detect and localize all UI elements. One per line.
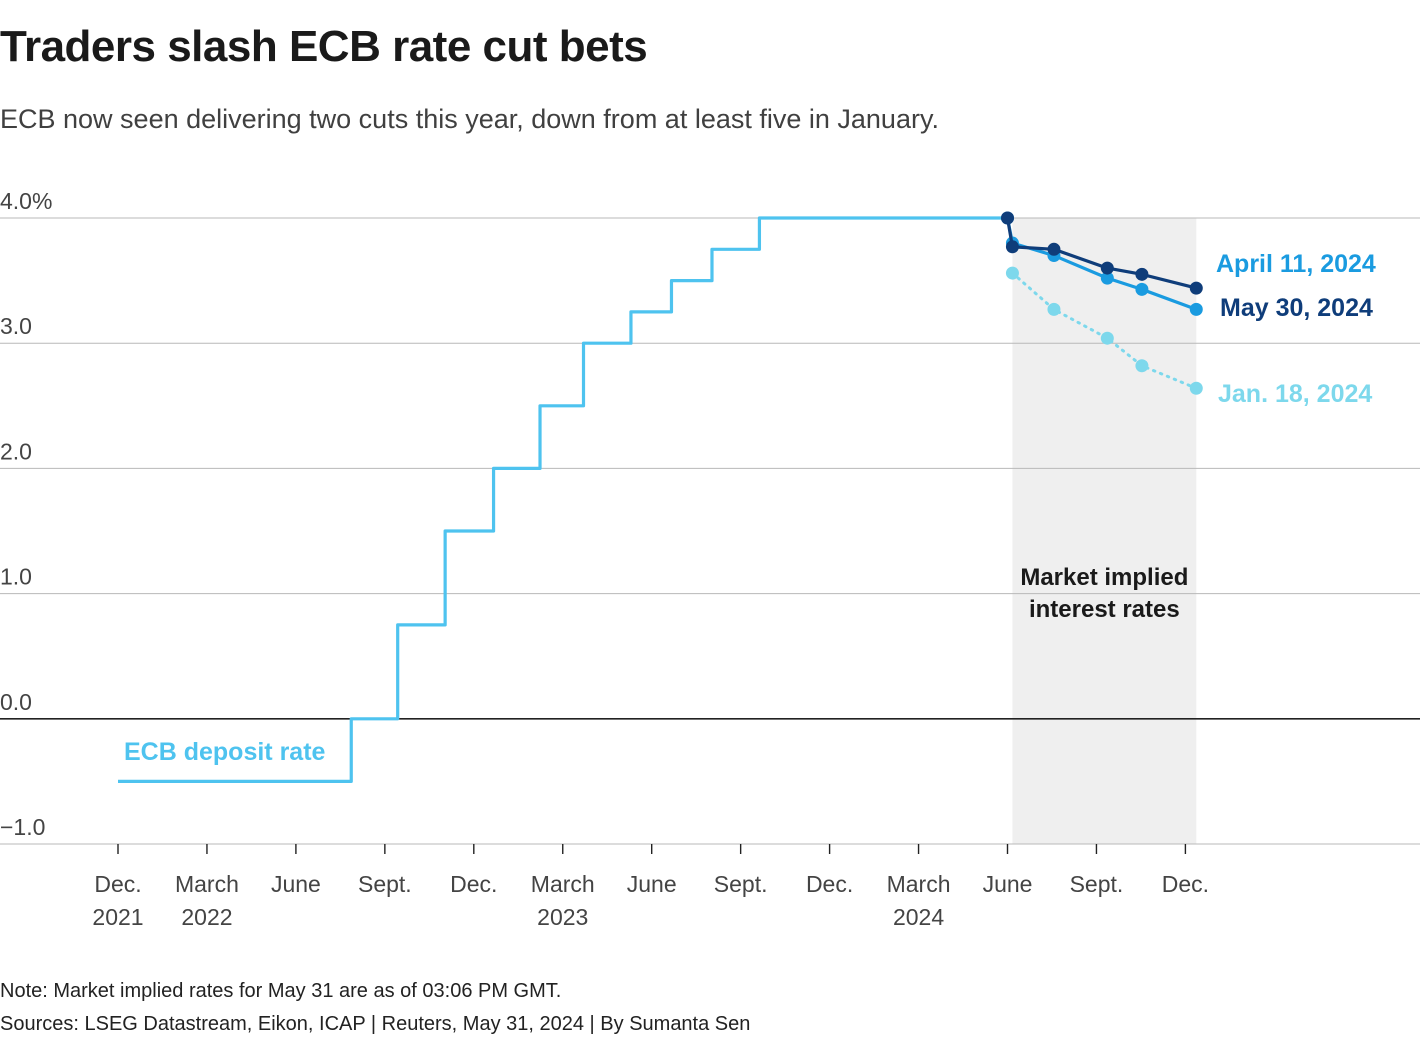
chart-subtitle: ECB now seen delivering two cuts this ye…	[0, 104, 939, 134]
y-tick-label: −1.0	[0, 814, 45, 840]
x-tick-label: Sept.	[1070, 871, 1124, 897]
shaded-region-label: interest rates	[1029, 596, 1180, 623]
y-tick-label: 1.0	[0, 564, 32, 590]
x-tick-label: March	[531, 871, 595, 897]
x-tick-label: June	[271, 871, 321, 897]
series-label-april-11-2024: April 11, 2024	[1216, 250, 1376, 278]
x-tick-label: June	[983, 871, 1033, 897]
series-line-jan-18-2024	[1010, 271, 1198, 390]
source-line: Sources: LSEG Datastream, Eikon, ICAP | …	[0, 1013, 751, 1035]
data-point-jan-18-2024	[1189, 381, 1203, 395]
series-label-may-30-2024: May 30, 2024	[1220, 294, 1373, 322]
x-tick-label: Dec.	[806, 871, 853, 897]
footnote: Note: Market implied rates for May 31 ar…	[0, 980, 562, 1002]
y-tick-label: 2.0	[0, 438, 32, 464]
series-label-ecb-deposit-rate: ECB deposit rate	[124, 738, 326, 766]
data-point-april-11-2024	[1189, 302, 1203, 316]
x-tick-label: Sept.	[714, 871, 768, 897]
x-tick-label: March	[175, 871, 239, 897]
y-tick-label: 3.0	[0, 313, 32, 339]
x-tick-year-label: 2021	[92, 904, 143, 930]
series-line-ecb-deposit-rate	[118, 216, 1008, 783]
x-tick-year-label: 2023	[537, 904, 588, 930]
data-point-jan-18-2024	[1047, 302, 1061, 316]
chart-title: Traders slash ECB rate cut bets	[0, 22, 648, 71]
data-point-april-11-2024	[1100, 271, 1114, 285]
data-point-may-30-2024	[1189, 281, 1203, 295]
data-point-may-30-2024	[1100, 261, 1114, 275]
x-tick-label: Dec.	[94, 871, 141, 897]
data-point-jan-18-2024	[1100, 331, 1114, 345]
x-tick-year-label: 2022	[181, 904, 232, 930]
x-tick-label: June	[627, 871, 677, 897]
series-label-jan-18-2024: Jan. 18, 2024	[1218, 380, 1372, 408]
forecast-shaded-region	[1012, 218, 1197, 844]
y-tick-label: 0.0	[0, 689, 32, 715]
data-point-may-30-2024	[1001, 211, 1014, 225]
data-point-may-30-2024	[1135, 267, 1149, 281]
data-point-may-30-2024	[1005, 240, 1019, 254]
data-point-jan-18-2024	[1005, 266, 1019, 280]
data-point-jan-18-2024	[1135, 359, 1149, 373]
data-point-april-11-2024	[1135, 282, 1149, 296]
x-tick-label: Sept.	[358, 871, 412, 897]
x-tick-label: Dec.	[450, 871, 497, 897]
data-point-may-30-2024	[1047, 242, 1061, 256]
line-chart: 4.0% 3.0 2.0 1.0 0.0 −1.0 Dec. 2021 March 2022 Jun…	[0, 188, 1420, 930]
shaded-region-label: Market implied	[1020, 564, 1188, 591]
x-tick-year-label: 2024	[893, 904, 944, 930]
x-tick-label: March	[887, 871, 951, 897]
x-tick-label: Dec.	[1162, 871, 1209, 897]
y-tick-label: 4.0%	[0, 188, 52, 214]
